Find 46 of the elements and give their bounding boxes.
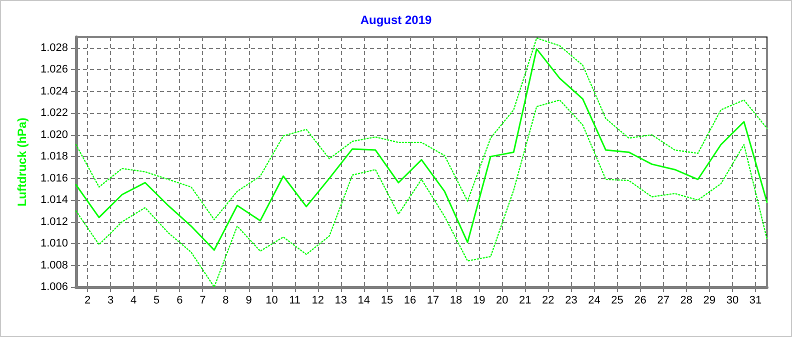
x-tick-label: 22 — [542, 294, 554, 306]
x-tick-label: 29 — [703, 294, 716, 306]
x-tick-label: 31 — [749, 294, 762, 306]
x-tick-label: 11 — [289, 294, 301, 306]
y-tick-label: 1.022 — [40, 107, 68, 120]
x-tick-label: 25 — [611, 294, 624, 306]
y-tick-label: 1.016 — [40, 172, 68, 184]
x-tick-label: 4 — [130, 294, 137, 306]
y-tick-label: 1.014 — [40, 194, 68, 206]
y-tick-label: 1.010 — [40, 238, 68, 250]
y-tick-label: 1.008 — [40, 259, 68, 272]
y-tick-label: 1.024 — [40, 85, 68, 98]
y-tick-label: 1.028 — [40, 42, 68, 54]
x-tick-label: 26 — [634, 294, 646, 306]
x-tick-label: 30 — [726, 294, 739, 306]
x-tick-label: 17 — [426, 294, 440, 306]
x-tick-label: 15 — [380, 294, 394, 306]
y-tick-label: 1.020 — [40, 128, 68, 141]
x-tick-label: 5 — [154, 294, 160, 306]
x-tick-label: 2 — [84, 294, 91, 306]
x-tick-label: 19 — [472, 294, 486, 306]
x-tick-label: 10 — [266, 294, 278, 306]
x-tick-label: 24 — [588, 294, 600, 306]
x-tick-label: 18 — [450, 294, 462, 306]
y-tick-label: 1.018 — [40, 150, 68, 163]
x-tick-label: 8 — [222, 294, 229, 306]
y-tick-label: 1.026 — [40, 64, 68, 76]
x-tick-label: 6 — [176, 294, 183, 306]
x-tick-label: 13 — [334, 294, 348, 306]
x-tick-label: 16 — [404, 294, 416, 306]
x-tick-label: 9 — [246, 294, 252, 306]
x-tick-label: 12 — [312, 294, 324, 306]
chart-title: August 2019 — [360, 13, 432, 27]
y-axis-title: Luftdruck (hPa) — [15, 118, 29, 206]
x-tick-label: 28 — [680, 294, 693, 306]
x-tick-label: 27 — [657, 294, 670, 306]
x-tick-label: 20 — [496, 294, 508, 306]
y-tick-label: 1.012 — [40, 216, 68, 228]
x-tick-label: 23 — [565, 294, 578, 306]
line-series — [75, 48, 768, 251]
y-tick-label: 1.006 — [40, 281, 68, 293]
x-tick-label: 7 — [200, 294, 206, 306]
x-tick-label: 3 — [107, 294, 114, 306]
x-tick-label: 14 — [358, 294, 370, 306]
x-tick-label: 21 — [519, 294, 532, 306]
line-series — [75, 37, 768, 220]
